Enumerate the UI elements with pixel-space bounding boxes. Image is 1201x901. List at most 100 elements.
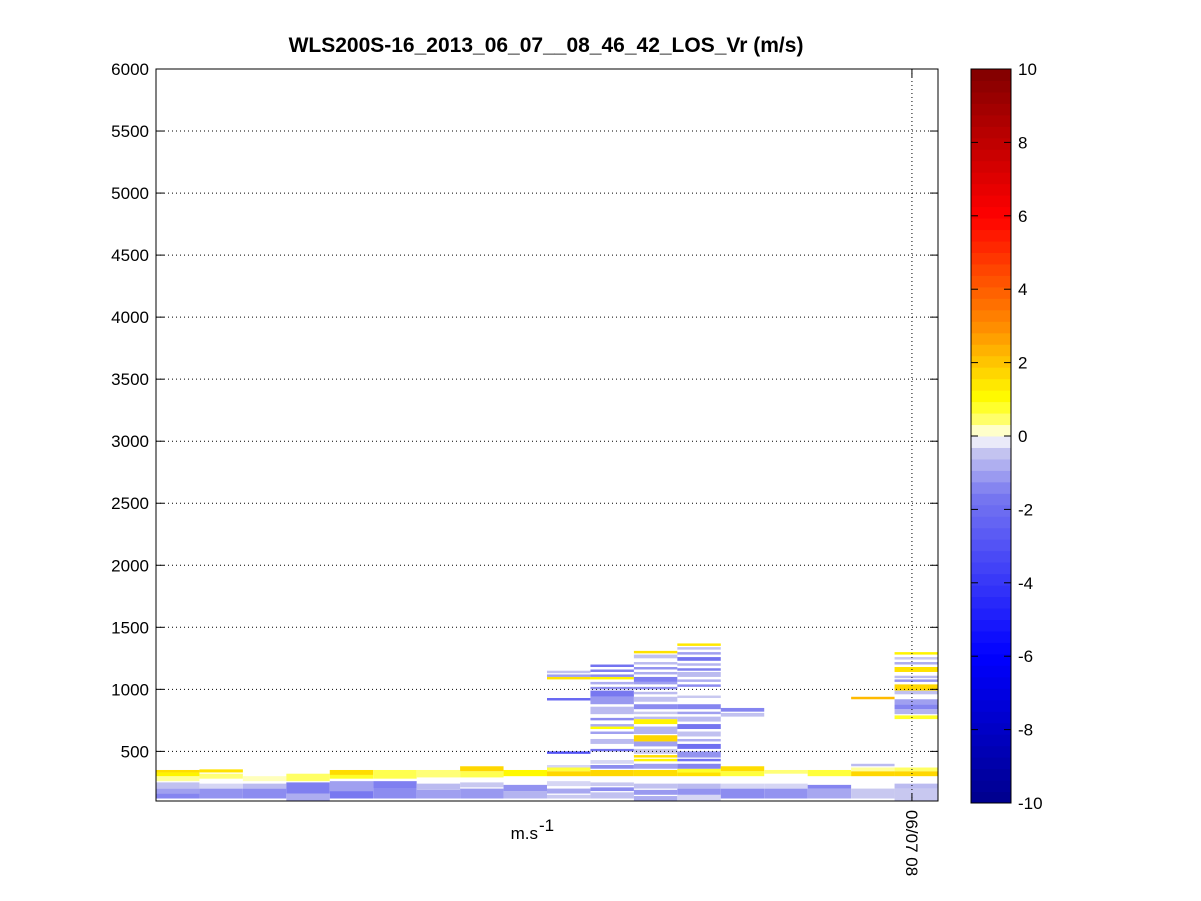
heatmap-cell: [677, 668, 721, 671]
colorbar-step: [971, 630, 1011, 643]
heatmap-cell: [633, 650, 678, 654]
colorbar-step: [971, 80, 1011, 93]
colorbar-step: [971, 573, 1011, 586]
heatmap-cell: [677, 663, 721, 666]
heatmap-cell: [633, 719, 678, 725]
colorbar-step: [971, 241, 1011, 253]
heatmap-cell: [329, 781, 374, 792]
heatmap-cell: [894, 788, 938, 801]
heatmap-cell: [633, 696, 678, 702]
heatmap-cell: [156, 772, 200, 777]
heatmap-cell: [633, 704, 678, 710]
y-tick-label: 4500: [111, 246, 149, 265]
heatmap-cell: [590, 724, 634, 727]
heatmap-cell: [633, 662, 678, 665]
heatmap-cell: [590, 674, 634, 677]
colorbar-step: [971, 367, 1011, 380]
colorbar-tick-label: 4: [1018, 280, 1027, 299]
x-axis-label-superscript: -1: [539, 816, 554, 835]
heatmap-cell: [547, 788, 591, 794]
heatmap-cell: [590, 760, 634, 764]
heatmap-cell: [633, 681, 678, 685]
colorbar-step: [971, 378, 1011, 391]
heatmap-cell: [894, 709, 938, 715]
colorbar-step: [971, 149, 1011, 162]
colorbar-step: [971, 160, 1011, 173]
heatmap-cell: [590, 669, 634, 672]
heatmap-cell: [199, 773, 243, 779]
colorbar-step: [971, 699, 1011, 712]
heatmap-cell: [329, 769, 374, 775]
heatmap-cell: [677, 711, 721, 715]
colorbar-step: [971, 298, 1011, 311]
heatmap-cell: [156, 788, 200, 794]
heatmap-cell: [156, 793, 200, 799]
colorbar-step: [971, 321, 1011, 334]
heatmap-cell: [764, 788, 808, 799]
heatmap-cell: [590, 787, 634, 792]
heatmap-cell: [590, 726, 634, 730]
colorbar-step: [971, 768, 1011, 781]
colorbar-step: [971, 653, 1011, 666]
colorbar-step: [971, 309, 1011, 322]
heatmap-cell: [807, 788, 852, 799]
y-tick-label: 5000: [111, 184, 149, 203]
colorbar-step: [971, 355, 1011, 368]
heatmap-cell: [590, 690, 634, 697]
colorbar-step: [971, 608, 1011, 620]
colorbar-step: [971, 91, 1011, 104]
colorbar-step: [971, 711, 1011, 724]
heatmap-cell: [547, 670, 591, 674]
colorbar-step: [971, 734, 1011, 747]
heatmap-cell: [590, 792, 634, 799]
heatmap-cell: [677, 695, 721, 699]
heatmap-cell: [894, 667, 938, 672]
heatmap-cell: [199, 788, 243, 799]
heatmap-cell: [851, 771, 895, 777]
heatmap-cell: [633, 763, 678, 769]
heatmap-cell: [894, 679, 938, 682]
heatmap-cell: [633, 676, 678, 682]
heatmap-cell: [590, 686, 634, 690]
y-tick-label: 3000: [111, 432, 149, 451]
colorbar-step: [971, 218, 1011, 231]
heatmap-cell: [633, 686, 678, 690]
heatmap-cell: [633, 789, 678, 795]
heatmap-cell: [590, 731, 634, 734]
heatmap-cell: [633, 741, 678, 747]
colorbar-step: [971, 195, 1011, 208]
heatmap-cell: [894, 657, 938, 660]
colorbar-step: [971, 413, 1011, 426]
colorbar-step: [971, 550, 1011, 563]
heatmap-cell: [199, 783, 243, 789]
colorbar-step: [971, 585, 1011, 598]
heatmap-cell: [677, 647, 721, 650]
colorbar-step: [971, 481, 1011, 494]
heatmap-cell: [851, 763, 895, 767]
heatmap-cell: [851, 767, 895, 772]
heatmap-cell: [677, 724, 721, 730]
heatmap-cell: [720, 771, 765, 777]
colorbar-step: [971, 263, 1011, 276]
heatmap-cell: [199, 769, 243, 773]
heatmap-cell: [460, 788, 504, 799]
colorbar-step: [971, 745, 1011, 758]
colorbar-step: [971, 470, 1011, 483]
colorbar-step: [971, 562, 1011, 575]
heatmap-cell: [460, 771, 504, 778]
heatmap-cell: [720, 707, 765, 712]
heatmap-cell: [547, 767, 591, 772]
heatmap-cell: [156, 782, 200, 789]
heatmap-cell: [720, 766, 765, 772]
y-tick-label: 3500: [111, 370, 149, 389]
grid-lines: [156, 68, 938, 801]
heatmap-cell: [590, 681, 634, 685]
heatmap-cell: [677, 684, 721, 687]
heatmap-cell: [894, 704, 938, 710]
heatmap-cell: [503, 784, 547, 792]
heatmap-cell: [373, 781, 417, 789]
heatmap-cell: [416, 783, 461, 790]
heatmap-cell: [677, 783, 721, 789]
x-tick-label: 06/07 08: [902, 810, 921, 876]
heatmap-cell: [590, 706, 634, 715]
